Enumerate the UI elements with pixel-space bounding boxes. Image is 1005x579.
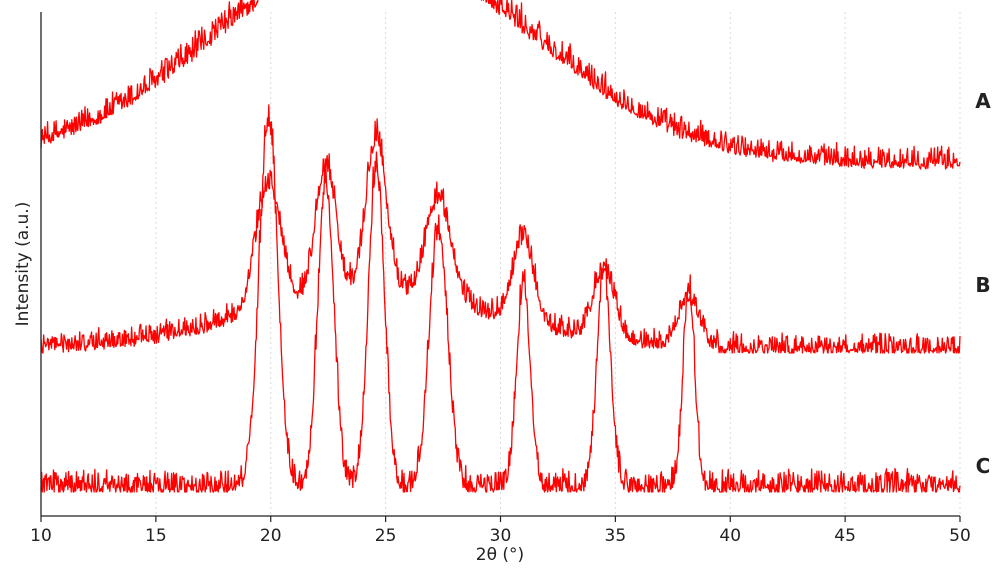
x-tick-label-20: 20 — [260, 526, 282, 546]
series-A-label: A — [975, 89, 991, 113]
x-tick-label-40: 40 — [719, 526, 741, 546]
x-tick-label-45: 45 — [834, 526, 856, 546]
series-A-trace — [40, 0, 961, 170]
series-B-label: B — [975, 273, 990, 297]
series-C-trace — [40, 104, 961, 493]
x-tick-label-30: 30 — [490, 526, 512, 546]
x-axis-label: 2θ (°) — [476, 545, 524, 565]
series-B-trace — [40, 118, 961, 354]
x-axis-ticks: 10 15 20 25 30 35 40 45 50 — [30, 516, 971, 546]
x-tick-label-50: 50 — [949, 526, 971, 546]
x-tick-label-10: 10 — [30, 526, 52, 546]
x-tick-label-35: 35 — [605, 526, 627, 546]
x-tick-label-25: 25 — [375, 526, 397, 546]
series-C-label: C — [976, 454, 991, 478]
series-labels: A B C — [975, 89, 991, 478]
x-tick-label-15: 15 — [145, 526, 167, 546]
x-gridlines — [155, 12, 961, 516]
y-axis-label: Intensity (a.u.) — [13, 202, 33, 327]
series-traces — [40, 0, 961, 493]
